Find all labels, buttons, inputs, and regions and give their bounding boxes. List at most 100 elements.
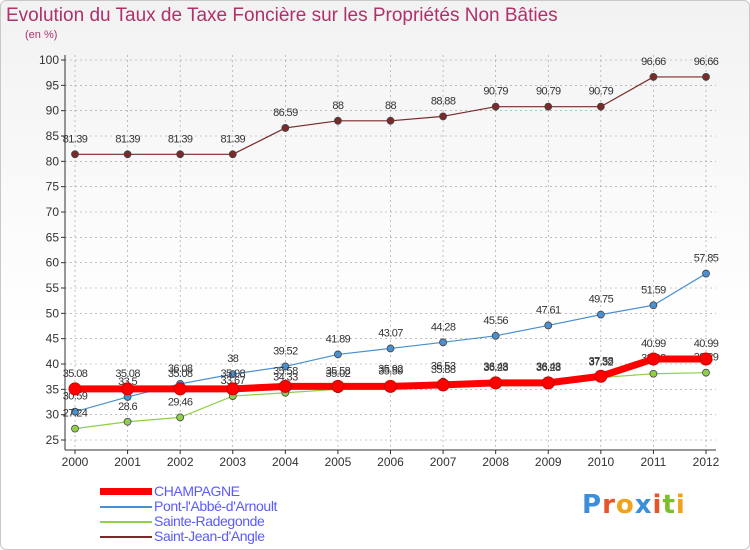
data-point-saint-jean-d-angle [649, 73, 658, 81]
data-label-champagne: 35.08 [168, 368, 193, 380]
data-point-champagne [331, 379, 345, 393]
data-label-saint-jean-d-angle: 90.79 [536, 86, 561, 98]
y-tick-label: 45 [46, 332, 60, 346]
data-point-sainte-radegonde [649, 369, 658, 378]
data-point-saint-jean-d-angle [123, 150, 132, 159]
y-tick-label: 75 [46, 180, 60, 194]
x-tick-label: 2011 [641, 455, 667, 469]
data-label-champagne: 35.58 [273, 365, 298, 377]
y-tick-label: 65 [46, 230, 60, 244]
data-label-pont-l-abb-d-arnoult: 44.28 [431, 321, 456, 333]
data-label-sainte-radegonde: 36.53 [431, 361, 456, 373]
data-label-sainte-radegonde: 36.43 [483, 361, 508, 373]
x-tick-label: 2004 [272, 455, 299, 469]
data-label-pont-l-abb-d-arnoult: 38 [227, 353, 239, 365]
data-label-sainte-radegonde: 35.02 [326, 368, 351, 380]
legend-swatch-saint-jean [100, 536, 152, 538]
data-label-pont-l-abb-d-arnoult: 45.56 [483, 315, 508, 327]
data-label-pont-l-abb-d-arnoult: 47.61 [536, 304, 561, 316]
data-label-saint-jean-d-angle: 96.66 [694, 56, 719, 68]
data-point-sainte-radegonde [176, 413, 185, 422]
data-point-champagne [436, 378, 450, 392]
data-label-saint-jean-d-angle: 81.39 [63, 133, 88, 145]
chart-title: Evolution du Taux de Taxe Foncière sur l… [6, 5, 558, 26]
logo-letter: i [675, 490, 686, 520]
data-label-pont-l-abb-d-arnoult: 43.07 [378, 327, 403, 339]
logo-letter: i [652, 490, 663, 520]
legend-swatch-pont-labbe [100, 506, 152, 508]
data-point-sainte-radegonde [71, 424, 79, 433]
data-point-pont-l-abb-d-arnoult [228, 370, 237, 379]
data-label-saint-jean-d-angle: 81.39 [115, 133, 140, 145]
data-label-champagne: 40.99 [694, 338, 719, 350]
legend-label-champagne: CHAMPAGNE [154, 483, 240, 499]
x-tick-label: 2001 [114, 455, 141, 469]
data-label-sainte-radegonde: 29.46 [168, 396, 193, 408]
data-point-pont-l-abb-d-arnoult [544, 321, 553, 330]
y-tick-label: 50 [46, 306, 60, 320]
data-point-champagne [646, 352, 660, 366]
data-point-saint-jean-d-angle [228, 150, 237, 159]
x-tick-label: 2000 [62, 455, 89, 469]
unit-label: (en %) [25, 29, 58, 41]
x-tick-label: 2009 [535, 455, 562, 469]
data-label-saint-jean-d-angle: 81.39 [168, 133, 193, 145]
proxiti-logo: Proxiti [582, 490, 686, 520]
y-tick-label: 100 [39, 53, 59, 67]
data-point-saint-jean-d-angle [176, 150, 185, 159]
logo-letter: x [634, 490, 653, 520]
data-point-saint-jean-d-angle [491, 102, 500, 111]
data-point-saint-jean-d-angle [71, 150, 79, 159]
data-point-champagne [541, 376, 555, 390]
y-tick-label: 70 [46, 205, 60, 219]
data-label-champagne: 35.59 [378, 365, 403, 377]
data-point-champagne [278, 379, 292, 393]
data-label-pont-l-abb-d-arnoult: 41.89 [326, 333, 351, 345]
data-point-saint-jean-d-angle [281, 124, 290, 132]
y-tick-label: 25 [46, 433, 60, 447]
data-label-champagne: 35.58 [326, 365, 351, 377]
data-point-saint-jean-d-angle [702, 73, 710, 81]
data-point-champagne [384, 379, 397, 393]
data-label-champagne: 35.88 [431, 364, 456, 376]
data-label-saint-jean-d-angle: 88 [332, 100, 344, 112]
data-label-champagne: 35.08 [220, 368, 245, 380]
data-label-champagne: 37.58 [589, 355, 614, 367]
x-tick-label: 2005 [325, 455, 352, 469]
y-tick-label: 55 [46, 281, 60, 295]
data-label-pont-l-abb-d-arnoult: 51.59 [641, 284, 666, 296]
data-label-sainte-radegonde: 27.24 [63, 408, 88, 420]
x-tick-label: 2010 [587, 455, 614, 469]
data-label-saint-jean-d-angle: 96.66 [641, 56, 666, 68]
data-point-champagne [121, 382, 135, 396]
x-tick-label: 2002 [167, 455, 194, 469]
logo-letter: o [615, 490, 635, 520]
logo-letter: t [662, 490, 676, 520]
data-point-champagne [226, 382, 240, 396]
data-label-saint-jean-d-angle: 90.79 [589, 86, 614, 98]
y-tick-label: 95 [46, 78, 60, 92]
data-label-champagne: 35.08 [63, 368, 88, 380]
data-label-sainte-radegonde: 34.33 [273, 372, 298, 384]
data-point-pont-l-abb-d-arnoult [439, 338, 447, 347]
logo-letter: P [582, 490, 603, 520]
data-label-saint-jean-d-angle: 90.79 [483, 86, 508, 98]
data-label-sainte-radegonde: 33.67 [220, 375, 245, 387]
data-point-saint-jean-d-angle [596, 102, 605, 111]
data-label-pont-l-abb-d-arnoult: 39.52 [273, 345, 298, 357]
data-label-sainte-radegonde: 36.43 [536, 361, 561, 373]
data-point-pont-l-abb-d-arnoult [649, 301, 658, 310]
data-point-sainte-radegonde [702, 368, 710, 377]
data-point-pont-l-abb-d-arnoult [71, 407, 79, 416]
y-tick-label: 90 [46, 104, 60, 118]
data-label-pont-l-abb-d-arnoult: 49.75 [589, 294, 614, 306]
data-label-pont-l-abb-d-arnoult: 30.59 [63, 391, 88, 403]
data-point-pont-l-abb-d-arnoult [334, 350, 342, 359]
data-point-sainte-radegonde [123, 417, 132, 426]
y-tick-label: 60 [46, 256, 60, 270]
data-label-champagne: 35.08 [115, 368, 140, 380]
data-point-champagne [68, 382, 82, 396]
y-tick-label: 80 [46, 154, 60, 168]
